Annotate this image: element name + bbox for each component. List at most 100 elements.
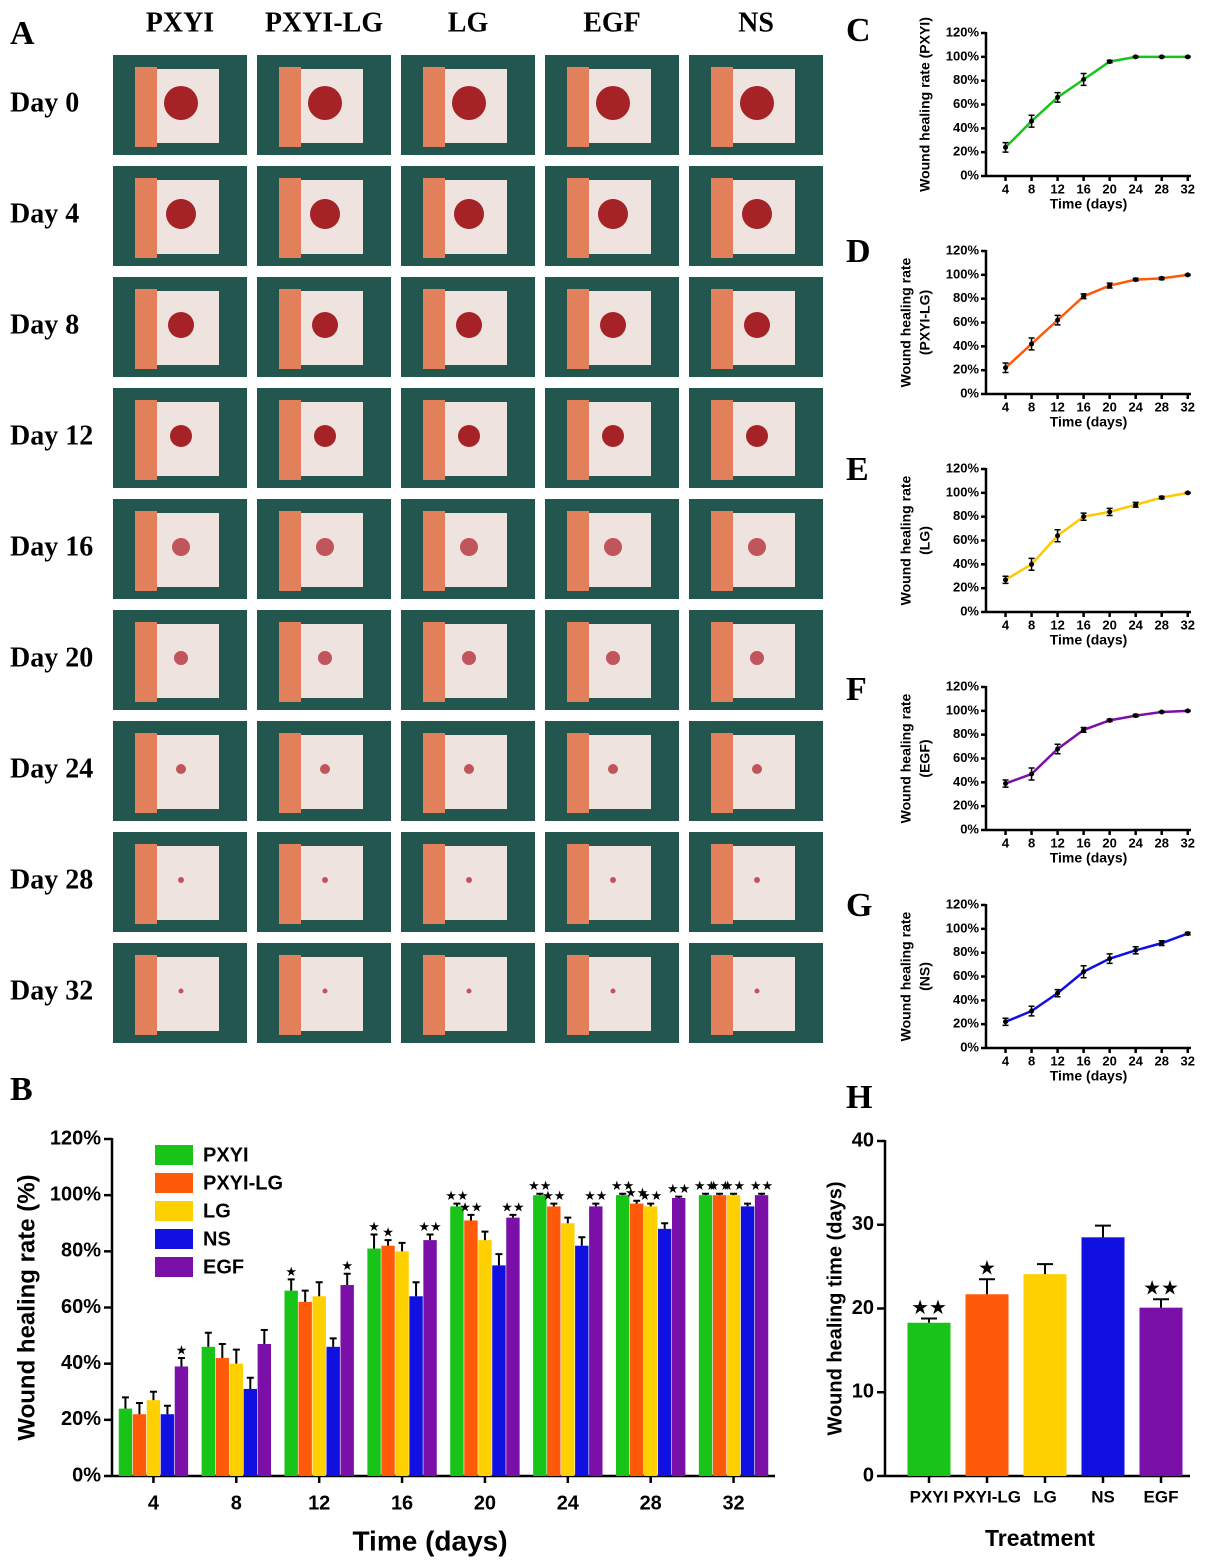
- photo: [689, 721, 823, 821]
- ruler: [711, 955, 733, 1035]
- x-tick-label: 28: [640, 1492, 662, 1514]
- point: [1185, 931, 1191, 937]
- error-bar: [384, 1239, 392, 1246]
- error-bar: [481, 1230, 489, 1241]
- ruler: [711, 289, 733, 369]
- bar: [132, 1414, 147, 1476]
- point: [1003, 577, 1009, 583]
- significance-mark: ★: [382, 1225, 394, 1240]
- y-tick-label: 30: [852, 1213, 874, 1235]
- column-label: EGF: [583, 7, 641, 38]
- bar: [657, 1228, 672, 1476]
- point: [1003, 781, 1009, 787]
- significance-mark: ★: [341, 1258, 353, 1273]
- photo: [401, 388, 535, 488]
- photo: [113, 166, 247, 266]
- ruler: [135, 67, 157, 147]
- y-tick-label: 120%: [946, 678, 980, 693]
- ruler: [135, 178, 157, 258]
- bar: [146, 1400, 161, 1476]
- row-label: Day 32: [10, 975, 93, 1006]
- significance-mark: ★★: [459, 1199, 482, 1214]
- panel-label: B: [10, 1071, 33, 1108]
- bar: [464, 1220, 478, 1476]
- x-tick-label: 8: [1028, 617, 1035, 632]
- column-label: PXYI-LG: [265, 7, 383, 38]
- x-tick-label: 32: [722, 1492, 744, 1514]
- y-tick-label: 0: [863, 1464, 874, 1486]
- x-axis-label: Time (days): [1050, 414, 1128, 430]
- bar: [215, 1358, 230, 1476]
- y-tick-label: 0%: [72, 1464, 101, 1486]
- bar: [312, 1296, 326, 1476]
- x-tick-label: LG: [1033, 1487, 1057, 1506]
- wound: [312, 312, 338, 338]
- significance-mark: ★★: [667, 1181, 690, 1196]
- point: [1185, 708, 1191, 714]
- error-bar: [370, 1233, 378, 1249]
- bar: [712, 1195, 727, 1476]
- x-tick-label: 28: [1154, 1053, 1168, 1068]
- wound: [310, 199, 340, 229]
- x-tick-label: NS: [1091, 1487, 1115, 1506]
- row-label: Day 4: [10, 198, 79, 229]
- ruler: [567, 178, 589, 258]
- wound: [314, 425, 336, 447]
- x-tick-label: 24: [1128, 181, 1143, 196]
- y-tick-label: 0%: [960, 385, 979, 400]
- skin-patch: [145, 957, 219, 1031]
- wound: [598, 199, 628, 229]
- point: [1003, 1019, 1009, 1025]
- bar: [965, 1294, 1009, 1476]
- wound: [322, 877, 328, 883]
- ruler: [135, 400, 157, 480]
- x-tick-label: 24: [1128, 399, 1143, 414]
- bar: [629, 1203, 644, 1476]
- photo: [257, 721, 391, 821]
- bar: [575, 1245, 589, 1476]
- x-axis-label: Time (days): [1050, 850, 1128, 866]
- bar: [589, 1206, 603, 1476]
- point: [1029, 118, 1035, 124]
- error-bar: [536, 1192, 544, 1196]
- ruler: [423, 955, 445, 1035]
- y-tick-label: 120%: [946, 242, 980, 257]
- photo: [689, 943, 823, 1043]
- wound: [746, 425, 768, 447]
- y-tick-label: 60%: [953, 96, 979, 111]
- x-tick-label: 24: [557, 1492, 580, 1514]
- significance-mark: ★★: [611, 1178, 634, 1193]
- error-bar: [301, 1289, 309, 1302]
- wound: [178, 988, 184, 994]
- y-axis-label: (PXYI-LG): [917, 290, 933, 355]
- significance-mark: ★: [368, 1219, 380, 1234]
- y-tick-label: 20%: [953, 798, 979, 813]
- y-tick-label: 40%: [953, 556, 979, 571]
- x-tick-label: 16: [1076, 835, 1090, 850]
- point: [1081, 514, 1087, 520]
- point: [1133, 947, 1139, 953]
- x-tick-label: 32: [1181, 399, 1195, 414]
- column-label: PXYI: [146, 7, 214, 38]
- x-tick-label: 8: [231, 1492, 242, 1514]
- y-tick-label: 10: [852, 1381, 874, 1403]
- photo: [545, 943, 679, 1043]
- point: [1159, 495, 1165, 501]
- legend-swatch: [155, 1173, 193, 1193]
- significance-mark: ★★: [501, 1199, 524, 1214]
- bar: [367, 1248, 381, 1476]
- photo: [257, 610, 391, 710]
- y-tick-label: 0%: [960, 821, 979, 836]
- point: [1029, 341, 1035, 347]
- ruler: [711, 178, 733, 258]
- error-bar: [661, 1222, 669, 1229]
- skin-patch: [289, 957, 363, 1031]
- photo: [401, 499, 535, 599]
- wound: [318, 651, 332, 665]
- ruler: [135, 622, 157, 702]
- bar: [243, 1388, 258, 1476]
- bar: [754, 1195, 769, 1476]
- y-tick-label: 60%: [61, 1296, 101, 1318]
- photo: [689, 277, 823, 377]
